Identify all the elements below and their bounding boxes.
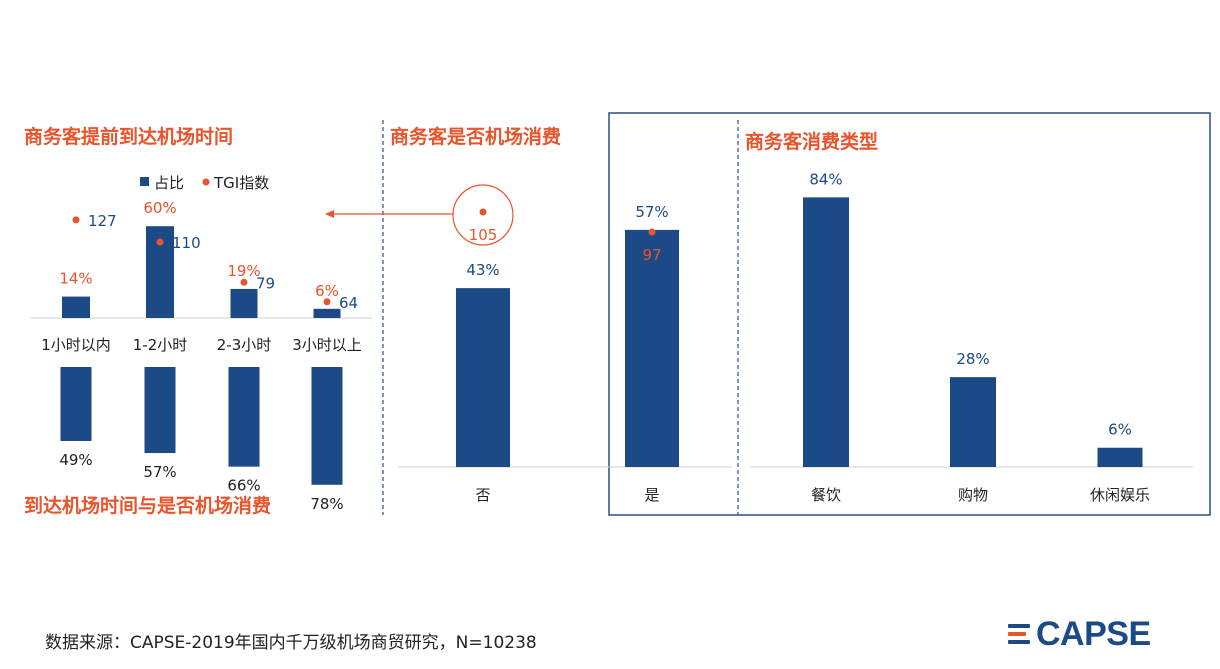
arrival-share-label: 6% (315, 282, 339, 300)
legend-share-label: 占比 (154, 174, 184, 192)
logo-text: CAPSE (1036, 614, 1151, 653)
arrival-share-bar (230, 288, 258, 318)
is-consume-bar (456, 288, 510, 467)
is-consume-tgi-point (648, 228, 656, 236)
consume-type-category-label: 餐饮 (811, 486, 841, 504)
arrival-share-bar (62, 296, 90, 318)
is-consume-label: 57% (635, 203, 668, 221)
arrival-tgi-point (156, 238, 164, 246)
arrival-share-label: 60% (143, 199, 176, 217)
arrival-consume-bar (311, 367, 343, 485)
arrival-category-label: 1小时以内 (41, 336, 111, 354)
arrival-consume-bar (60, 367, 92, 441)
legend-share-swatch (140, 177, 149, 186)
arrival-tgi-label: 64 (339, 294, 358, 312)
source-note: 数据来源：CAPSE-2019年国内千万级机场商贸研究，N=10238 (45, 633, 537, 653)
title-is-consume: 商务客是否机场消费 (390, 125, 561, 148)
title-arrival-vs-consume: 到达机场时间与是否机场消费 (24, 494, 271, 517)
arrival-tgi-point (323, 298, 331, 306)
arrival-consume-label: 66% (227, 477, 260, 495)
arrival-tgi-point (240, 278, 248, 286)
arrival-tgi-label: 79 (256, 274, 275, 292)
arrival-consume-bar (228, 367, 260, 467)
arrival-share-bar (313, 308, 341, 318)
legend-tgi-label: TGI指数 (213, 174, 269, 192)
arrival-category-label: 3小时以上 (292, 336, 362, 354)
consume-type-bar (803, 197, 849, 468)
arrival-category-label: 2-3小时 (217, 336, 272, 354)
legend-tgi-swatch (202, 178, 210, 186)
arrival-category-label: 1-2小时 (133, 336, 188, 354)
highlight-box (608, 112, 1211, 516)
arrival-consume-bar (144, 367, 176, 454)
capse-logo: CAPSE (1008, 614, 1151, 653)
consume-type-label: 6% (1108, 421, 1132, 439)
consume-type-bar (1097, 447, 1143, 467)
is-consume-category-label: 是 (644, 486, 659, 504)
chart-marks: 14%1271小时以内60%1101-2小时19%792-3小时6%643小时以… (41, 170, 1150, 512)
is-consume-tgi-point (479, 208, 487, 216)
arrival-share-label: 19% (227, 262, 260, 280)
arrival-consume-label: 57% (143, 463, 176, 481)
is-consume-tgi-label: 97 (642, 246, 661, 264)
consume-type-label: 28% (956, 350, 989, 368)
arrival-tgi-label: 127 (88, 212, 117, 230)
tgi-callout-circle (452, 184, 514, 246)
is-consume-category-label: 否 (475, 486, 490, 504)
consume-type-category-label: 购物 (958, 486, 988, 504)
arrival-share-label: 14% (59, 270, 92, 288)
arrival-tgi-label: 110 (172, 234, 201, 252)
consume-type-category-label: 休闲娱乐 (1090, 486, 1150, 504)
callout-arrow-head (325, 210, 334, 218)
arrival-consume-label: 49% (59, 451, 92, 469)
title-arrival-time: 商务客提前到达机场时间 (24, 125, 233, 148)
logo-lines-icon (1008, 624, 1030, 644)
title-consume-type: 商务客消费类型 (745, 130, 878, 153)
consume-type-label: 84% (809, 170, 842, 188)
is-consume-bar (625, 229, 679, 467)
consume-type-bar (950, 377, 996, 467)
arrival-consume-label: 78% (310, 495, 343, 513)
is-consume-tgi-label: 105 (469, 226, 498, 244)
arrival-tgi-point (72, 216, 80, 224)
is-consume-label: 43% (466, 261, 499, 279)
